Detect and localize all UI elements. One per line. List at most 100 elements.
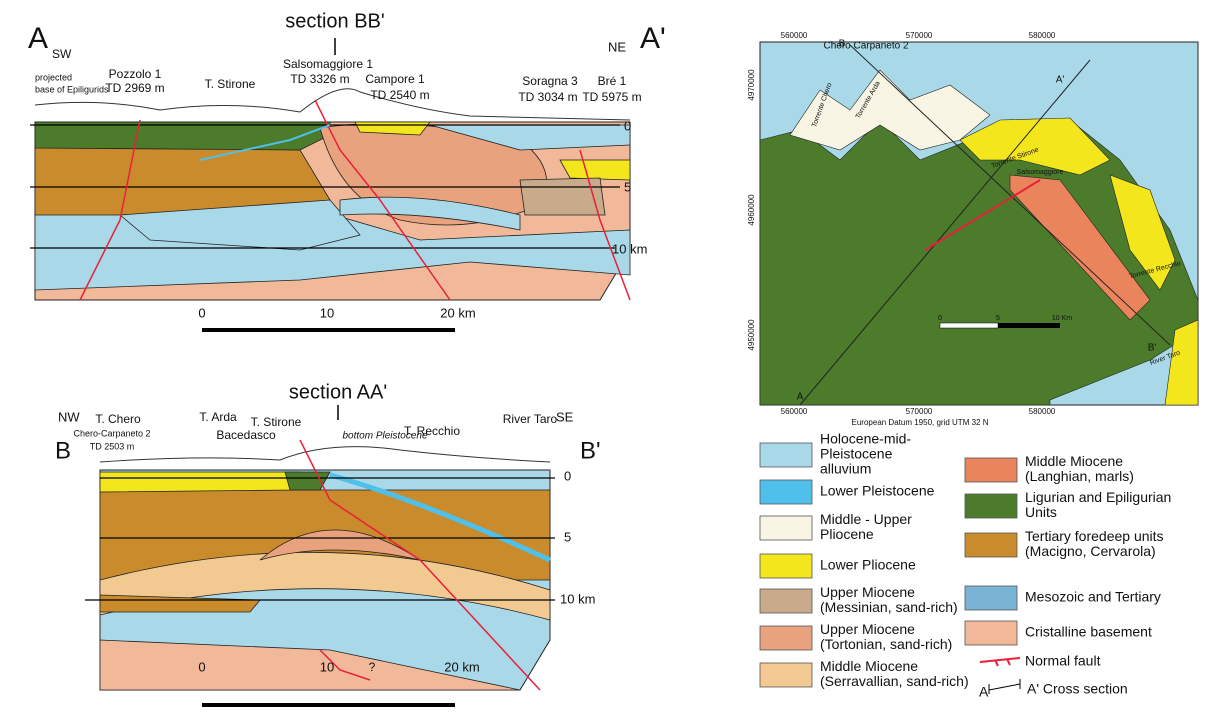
legend-swatch: [965, 533, 1017, 557]
section-end: B: [55, 437, 71, 464]
legend-label: Middle Miocene: [1025, 453, 1123, 469]
figure: section BB' A SW NE A' projected base of Epili…: [0, 0, 1206, 708]
map-label: B': [1148, 343, 1157, 354]
layer-pliocene: [100, 472, 300, 492]
legend-label: Pliocene: [820, 526, 874, 542]
legend-label: Pleistocene: [820, 446, 893, 462]
scale-label: 20 km: [440, 305, 475, 320]
legend-label: (Langhian, marls): [1025, 468, 1134, 484]
depth-label: 0: [564, 468, 571, 483]
direction: NW: [58, 409, 80, 424]
well-name: Bré 1: [598, 74, 627, 88]
direction: SW: [52, 47, 72, 61]
section-label: T. Recchio: [404, 424, 460, 438]
map-scale-label: 5: [996, 315, 1000, 322]
legend-label: Cristalline basement: [1025, 624, 1152, 640]
legend-label: Middle - Upper: [820, 511, 912, 527]
map-tick-label: 4960000: [747, 194, 756, 226]
scale-label: 0: [198, 659, 205, 674]
section-title: section AA': [289, 381, 387, 403]
legend-label: Upper Miocene: [820, 584, 915, 600]
well-name: Chero-Carpaneto 2: [73, 428, 150, 438]
legend: Holocene-mid-Pleistocenealluvium Lower Pl…: [760, 431, 1171, 700]
layer-messinian: [520, 178, 605, 215]
map-label: Salsomaggiore: [1017, 169, 1064, 176]
legend-swatch: [760, 626, 812, 650]
legend-label: Middle Miocene: [820, 658, 918, 674]
well-depth: TD 2540 m: [370, 88, 429, 102]
section-label: River Taro: [503, 412, 558, 426]
scale-label: 10: [320, 659, 334, 674]
map-tick-label: 4970000: [747, 69, 756, 101]
layer-pliocene-2: [560, 160, 630, 180]
legend-swatch: [760, 663, 812, 687]
section-label: ?: [369, 660, 376, 674]
depth-label: 5: [564, 529, 571, 544]
map-scale-white: [940, 323, 998, 328]
legend-symbol: A: [979, 684, 989, 700]
legend-swatch: [965, 494, 1017, 518]
map-scale-black: [998, 323, 1060, 328]
section-end: B': [580, 437, 601, 464]
depth-label: 10 km: [560, 591, 595, 606]
legend-label: Ligurian and Epiligurian: [1025, 489, 1171, 505]
map-scale-label: 0: [938, 315, 942, 322]
legend-label: Lower Pliocene: [820, 557, 916, 573]
map-tick-label: 570000: [906, 407, 933, 416]
well-depth: TD 2969 m: [105, 81, 164, 95]
legend-label: (Serravallian, sand-rich): [820, 673, 969, 689]
river: T. Stirone: [205, 77, 256, 91]
legend-swatch: [760, 589, 812, 613]
well-name: Salsomaggiore 1: [283, 57, 373, 71]
scale-label: 20 km: [444, 659, 479, 674]
depth-label: 10 km: [612, 241, 647, 256]
legend-swatch: [760, 554, 812, 578]
section-end: A': [640, 22, 666, 55]
section-title: section BB': [285, 10, 384, 32]
legend-swatch: [965, 586, 1017, 610]
depth-label: 5: [624, 179, 631, 194]
map-caption: European Datum 1950, grid UTM 32 N: [852, 418, 989, 427]
map-label: Chero Carpaneto 2: [823, 41, 908, 52]
well-name: Pozzolo 1: [109, 67, 162, 81]
scale-label: 0: [198, 305, 205, 320]
map-label: A': [1056, 75, 1065, 86]
map-tick-label: 560000: [781, 407, 808, 416]
well-name: Soragna 3: [522, 74, 578, 88]
legend-section: [989, 679, 1020, 694]
map-tick-label: 570000: [906, 31, 933, 40]
well-depth: TD 3326 m: [290, 72, 349, 86]
well-name: Campore 1: [365, 72, 425, 86]
well-depth: TD 2503 m: [90, 441, 135, 451]
map-tick-label: 580000: [1029, 31, 1056, 40]
map-tick-label: 4950000: [747, 319, 756, 351]
legend-label: alluvium: [820, 461, 871, 477]
layer-ligurian: [35, 122, 330, 150]
legend-swatch: [965, 458, 1017, 482]
map-tick-label: 580000: [1029, 407, 1056, 416]
legend-label: Mesozoic and Tertiary: [1025, 589, 1161, 605]
topography: [100, 447, 550, 462]
direction: NE: [608, 39, 626, 54]
legend-label: Lower Pleistocene: [820, 483, 935, 499]
legend-label: (Tortonian, sand-rich): [820, 636, 952, 652]
legend-fault: [980, 658, 1020, 666]
legend-swatch: [760, 516, 812, 540]
section-label: T. Chero: [95, 412, 141, 426]
map-scale-label: 10 Km: [1052, 315, 1072, 322]
legend-label: (Messinian, sand-rich): [820, 599, 958, 615]
note: projected: [35, 72, 72, 82]
legend-label: Holocene-mid-: [820, 431, 911, 447]
note: base of Epiligurids: [35, 84, 109, 94]
legend-swatch: [760, 480, 812, 504]
section-label: T. Stirone: [251, 415, 302, 429]
legend-label: (Macigno, Cervarola): [1025, 543, 1156, 559]
legend-label: Normal fault: [1025, 653, 1101, 669]
legend-swatch: [965, 621, 1017, 645]
well-depth: TD 5975 m: [582, 90, 641, 104]
legend-label: Units: [1025, 504, 1057, 520]
section-label: T. Arda: [199, 410, 237, 424]
legend-label: Upper Miocene: [820, 621, 915, 637]
legend-label: A' Cross section: [1027, 681, 1128, 697]
section-end: A: [28, 22, 48, 55]
